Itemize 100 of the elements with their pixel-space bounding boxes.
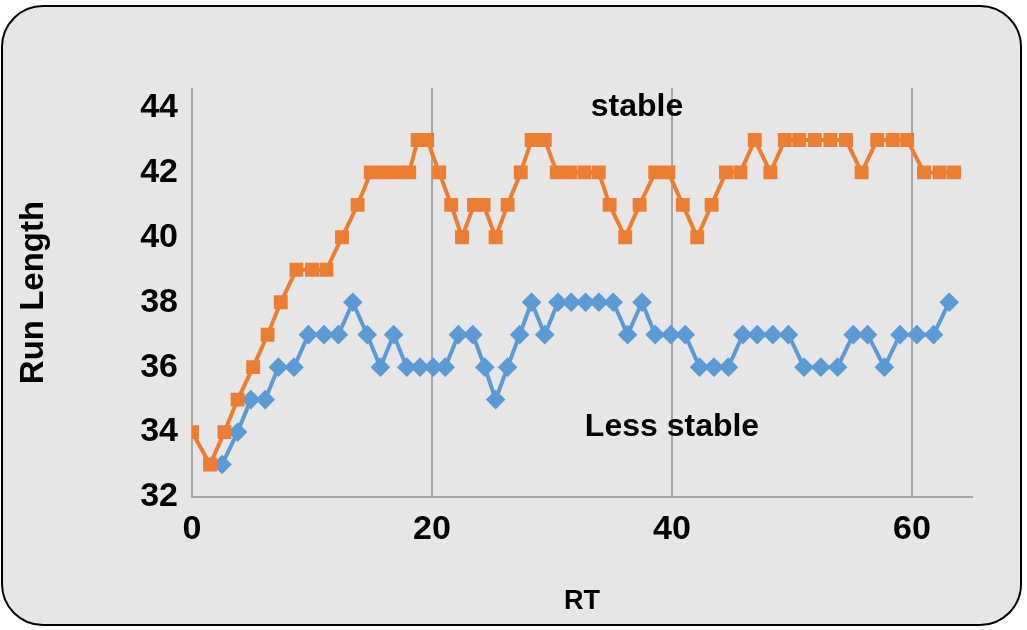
point [411,358,429,377]
point [719,358,738,377]
point [947,165,961,180]
point [602,197,617,212]
y-tick-label: 36 [140,345,178,384]
point [256,390,275,409]
point [513,165,528,180]
point [343,293,362,312]
point [891,325,909,344]
point [384,325,403,344]
x-tick-label: 60 [893,507,931,546]
point [885,132,900,147]
point [476,197,491,212]
point [537,132,552,147]
point [432,165,447,180]
point [675,197,690,212]
point [854,165,869,180]
y-axis-title: Run Length [12,200,50,385]
point [563,165,577,180]
point [576,293,595,312]
point [449,325,468,344]
point [260,327,275,342]
x-tick-label: 0 [182,507,202,546]
point [632,197,647,212]
point [363,165,378,180]
point [648,165,663,180]
point [839,132,853,147]
point [319,262,334,277]
point [498,358,517,377]
point [315,325,333,344]
point [230,392,245,407]
point [604,293,623,312]
point [763,165,778,180]
point [377,165,391,180]
point [455,230,469,245]
point [463,325,482,344]
point [371,358,390,377]
point [203,457,217,472]
y-tick-label: 38 [140,280,178,319]
point [535,325,554,344]
point [777,132,792,147]
point [335,230,349,245]
point [549,165,564,180]
point [940,293,959,312]
point [273,295,288,310]
point [733,325,752,344]
point [690,358,709,377]
y-tick-label: 40 [140,215,178,254]
point [807,132,822,147]
point [475,358,494,377]
point [500,197,515,212]
point [748,325,767,344]
point [549,293,567,312]
point [795,358,813,377]
point [562,293,581,312]
point [390,165,405,180]
point [488,230,503,245]
y-tick-label: 44 [140,85,179,124]
point [763,325,782,344]
point [522,293,541,312]
point [299,325,318,344]
point [733,165,748,180]
x-tick-label: 20 [413,507,451,546]
point [402,165,417,180]
point [524,132,539,147]
point [924,325,943,344]
point [875,358,894,377]
point [358,325,377,344]
point [285,358,303,377]
series-label: Less stable [584,407,760,444]
point [444,197,459,212]
point [676,325,695,344]
point [917,165,931,180]
y-tick-label: 34 [140,410,179,449]
point [719,165,733,180]
point [329,325,348,344]
point [510,325,529,344]
y-tick-label: 32 [140,475,178,514]
point [618,325,637,344]
point [646,325,665,344]
point [217,425,232,440]
point [618,230,633,245]
point [858,325,877,344]
point [828,358,847,377]
point [289,262,304,277]
point [823,132,838,147]
point [269,358,288,377]
point [870,132,885,147]
point [633,293,651,312]
point [661,325,680,344]
point [844,325,863,344]
series-label: stable [590,86,684,123]
point [704,197,719,212]
point [305,262,319,277]
y-tick-label: 42 [140,150,178,189]
point [397,358,416,377]
x-tick-label: 40 [653,507,691,546]
point [811,358,830,377]
x-axis-title: RT [564,585,601,616]
point [486,390,505,409]
